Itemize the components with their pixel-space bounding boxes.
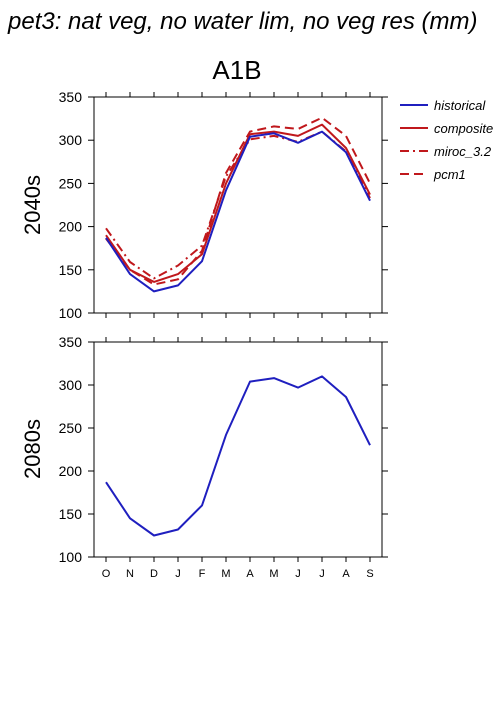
plot-frame: [93, 341, 383, 558]
y-tick-label: 350: [59, 334, 83, 350]
series-line-historical: [105, 375, 371, 537]
chart-panel-2040s: 100 150 200 250 300 350 2040s: [20, 89, 388, 321]
chart-panel-2080s: 100 150 200 250 300 350 O N D J F M A M J J A S 2080s: [20, 334, 388, 580]
x-tick-label: S: [366, 568, 373, 580]
legend-item: pcm1: [400, 167, 466, 182]
x-tick-label: M: [221, 568, 230, 580]
scenario-title: A1B: [212, 55, 261, 85]
chart-panels: 100 150 200 250 300 350 2040s 100 150 200 250 300 35…: [20, 89, 388, 580]
y-tick-label: 200: [59, 463, 83, 479]
x-tick-label: J: [295, 568, 301, 580]
x-tick-label: A: [342, 568, 350, 580]
x-tick-label: A: [246, 568, 254, 580]
y-tick-label: 250: [59, 175, 83, 191]
y-tick-label: 200: [59, 219, 83, 235]
plot-frame: [93, 96, 383, 314]
x-tick-label: J: [319, 568, 325, 580]
y-tick-label: 100: [59, 549, 83, 565]
y-tick-label: 300: [59, 377, 83, 393]
legend-item: miroc_3.2: [400, 144, 492, 159]
legend-label: historical: [434, 98, 486, 113]
y-tick-label: 300: [59, 132, 83, 148]
y-tick-label: 100: [59, 305, 83, 321]
legend-label: miroc_3.2: [434, 144, 492, 159]
figure-title: pet3: nat veg, no water lim, no veg res …: [7, 8, 478, 35]
y-tick-label: 350: [59, 89, 83, 105]
y-tick-label: 250: [59, 420, 83, 436]
x-tick-label: J: [175, 568, 181, 580]
series-line-historical: [105, 130, 371, 293]
series-line-pcm1: [105, 116, 371, 286]
series-line-composite: [105, 123, 371, 283]
row-label: 2040s: [20, 175, 45, 235]
x-tick-label: M: [269, 568, 278, 580]
y-tick-label: 150: [59, 506, 83, 522]
x-tick-label: D: [150, 568, 158, 580]
y-tick-label: 150: [59, 262, 83, 278]
row-label: 2080s: [20, 419, 45, 479]
x-tick-label: O: [102, 568, 111, 580]
legend-label: composite: [434, 121, 493, 136]
chart-legend: historical composite miroc_3.2 pcm1: [400, 98, 493, 182]
legend-item: composite: [400, 121, 493, 136]
x-tick-label: N: [126, 568, 134, 580]
legend-label: pcm1: [433, 167, 466, 182]
series-line-miroc-3-2: [105, 130, 371, 280]
x-tick-label: F: [199, 568, 206, 580]
legend-item: historical: [400, 98, 486, 113]
